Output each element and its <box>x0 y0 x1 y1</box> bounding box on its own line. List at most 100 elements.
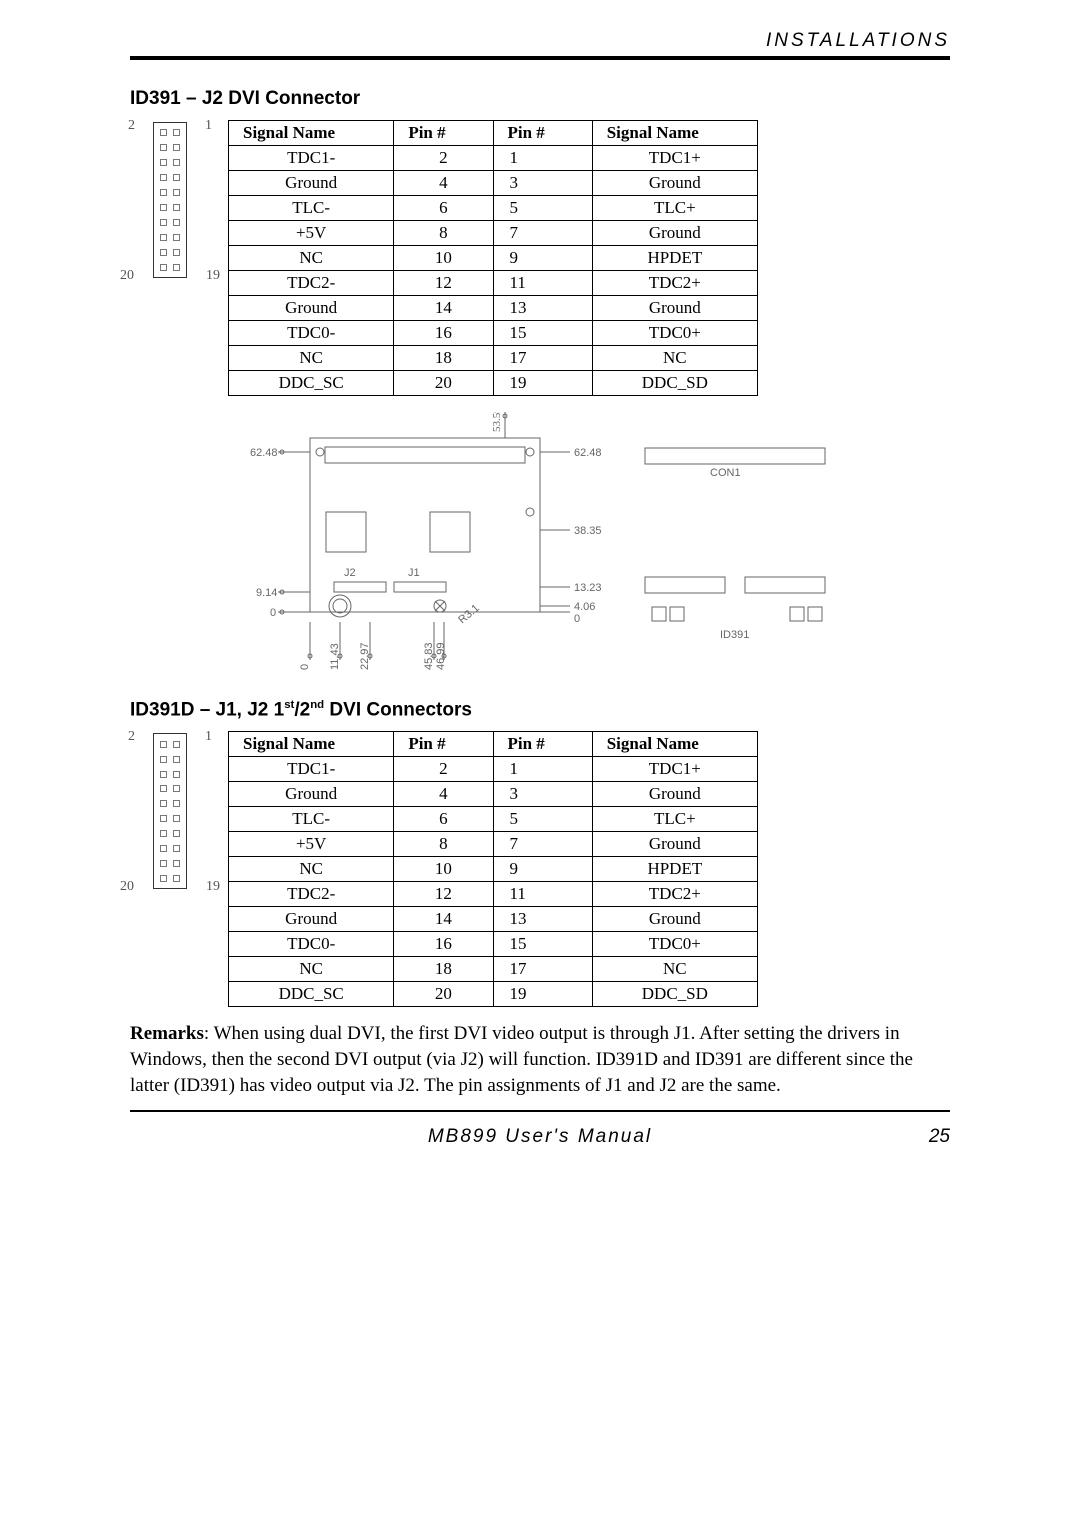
table-cell: 20 <box>394 371 493 396</box>
table-cell: Ground <box>592 907 757 932</box>
dim-r31: R3.1 <box>456 602 482 626</box>
dim-y6248: 62.48 <box>250 447 278 459</box>
manual-page: INSTALLATIONS ID391 – J2 DVI Connector 2… <box>0 0 1080 1528</box>
table-row: TDC1-21TDC1+ <box>229 757 758 782</box>
table-cell: 6 <box>394 807 493 832</box>
table-cell: TDC2+ <box>592 882 757 907</box>
table-cell: 11 <box>493 271 592 296</box>
table-cell: 12 <box>394 271 493 296</box>
dim-y914: 9.14 <box>256 587 277 599</box>
table-cell: TLC+ <box>592 807 757 832</box>
table-cell: TDC2- <box>229 271 394 296</box>
table-cell: TDC1+ <box>592 146 757 171</box>
th-signal-left: Signal Name <box>229 732 394 757</box>
table-cell: TDC1+ <box>592 757 757 782</box>
table-cell: NC <box>229 857 394 882</box>
dim-h3835: 38.35 <box>574 525 602 537</box>
table-row: TDC2-1211TDC2+ <box>229 882 758 907</box>
table1-block: 2 1 20 19 Signal Name Pin # Pin # <box>130 120 950 396</box>
table-cell: 12 <box>394 882 493 907</box>
table-cell: DDC_SC <box>229 371 394 396</box>
th-pin-right: Pin # <box>493 732 592 757</box>
dim-h406: 4.06 <box>574 601 595 613</box>
table-row: DDC_SC2019DDC_SD <box>229 371 758 396</box>
hdr2-br: 19 <box>206 879 220 895</box>
table-cell: Ground <box>592 171 757 196</box>
th-pin-right: Pin # <box>493 121 592 146</box>
table-cell: 13 <box>493 296 592 321</box>
table-cell: TDC0- <box>229 321 394 346</box>
table-cell: NC <box>592 346 757 371</box>
table-cell: 17 <box>493 346 592 371</box>
header-figure-2: 2 1 20 19 <box>130 731 210 889</box>
lbl-j2: J2 <box>344 567 356 579</box>
table-cell: Ground <box>229 171 394 196</box>
table-row: TLC-65TLC+ <box>229 807 758 832</box>
table-cell: 6 <box>394 196 493 221</box>
table-cell: TDC0- <box>229 932 394 957</box>
hdr2-box <box>153 733 187 889</box>
table-cell: 19 <box>493 982 592 1007</box>
header-figure-1: 2 1 20 19 <box>130 120 210 278</box>
table-cell: Ground <box>592 296 757 321</box>
table-cell: Ground <box>592 832 757 857</box>
table2-block: 2 1 20 19 Signal Name Pin # Pin # <box>130 731 950 1007</box>
table-cell: 5 <box>493 196 592 221</box>
table-row: TLC-65TLC+ <box>229 196 758 221</box>
table-cell: 9 <box>493 246 592 271</box>
lbl-j1: J1 <box>408 567 420 579</box>
table-cell: 5 <box>493 807 592 832</box>
table-row: +5V87Ground <box>229 221 758 246</box>
table-header-row: Signal Name Pin # Pin # Signal Name <box>229 732 758 757</box>
table-cell: 1 <box>493 146 592 171</box>
table-cell: TLC+ <box>592 196 757 221</box>
footer: MB899 User's Manual 25 <box>130 1126 950 1148</box>
table-cell: TDC0+ <box>592 321 757 346</box>
table-cell: Ground <box>592 221 757 246</box>
table-cell: 14 <box>394 296 493 321</box>
table-row: TDC2-1211TDC2+ <box>229 271 758 296</box>
table-cell: TDC2+ <box>592 271 757 296</box>
table-cell: 15 <box>493 321 592 346</box>
table-cell: 3 <box>493 171 592 196</box>
table-cell: 13 <box>493 907 592 932</box>
table-header-row: Signal Name Pin # Pin # Signal Name <box>229 121 758 146</box>
table-cell: 4 <box>394 782 493 807</box>
table-cell: TDC1- <box>229 757 394 782</box>
table-cell: DDC_SD <box>592 371 757 396</box>
table-cell: +5V <box>229 221 394 246</box>
dim-x1143: 11.43 <box>329 643 341 670</box>
table-cell: 8 <box>394 221 493 246</box>
table-row: NC109HPDET <box>229 246 758 271</box>
dim-x0: 0 <box>299 664 311 670</box>
table-cell: 10 <box>394 246 493 271</box>
table-cell: TDC1- <box>229 146 394 171</box>
table-row: Ground43Ground <box>229 171 758 196</box>
hdr2-bl: 20 <box>120 879 134 895</box>
table-row: Ground43Ground <box>229 782 758 807</box>
table-cell: HPDET <box>592 857 757 882</box>
dim-y0: 0 <box>270 607 276 619</box>
table-cell: NC <box>229 957 394 982</box>
footer-title: MB899 User's Manual <box>130 1126 950 1148</box>
remarks-para: Remarks: When using dual DVI, the first … <box>130 1021 950 1098</box>
table-cell: TLC- <box>229 807 394 832</box>
remarks-label: Remarks <box>130 1023 204 1044</box>
table-row: DDC_SC2019DDC_SD <box>229 982 758 1007</box>
table-cell: TDC2- <box>229 882 394 907</box>
table-cell: 20 <box>394 982 493 1007</box>
dim-h6248: 62.48 <box>574 447 602 459</box>
table-cell: +5V <box>229 832 394 857</box>
th-pin-left: Pin # <box>394 121 493 146</box>
remarks-text: : When using dual DVI, the first DVI vid… <box>130 1023 913 1095</box>
table-cell: 2 <box>394 146 493 171</box>
section-header: INSTALLATIONS <box>130 30 950 52</box>
table-cell: 18 <box>394 957 493 982</box>
hdr1-tr: 1 <box>205 118 212 134</box>
table-cell: Ground <box>229 296 394 321</box>
rule-top <box>130 56 950 60</box>
table-cell: DDC_SD <box>592 982 757 1007</box>
dimension-drawing: 53.59 62.48 9.14 0 62.48 38.35 13.23 4.0… <box>230 412 850 677</box>
table-cell: 17 <box>493 957 592 982</box>
table-row: TDC1-21TDC1+ <box>229 146 758 171</box>
